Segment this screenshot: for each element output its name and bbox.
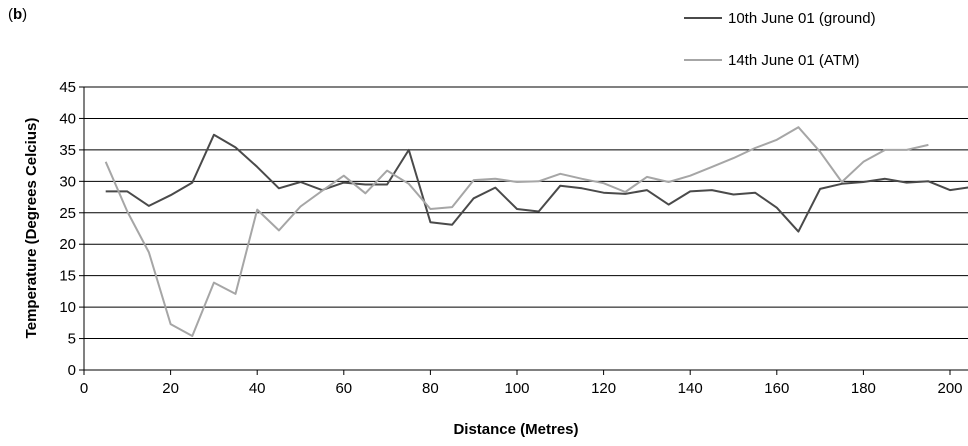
series-lines bbox=[104, 126, 968, 337]
x-tick-label: 140 bbox=[678, 380, 703, 397]
series-line-1 bbox=[105, 133, 968, 233]
y-tick-label: 30 bbox=[59, 173, 76, 190]
y-tick-label: 25 bbox=[59, 205, 76, 222]
axes bbox=[79, 86, 968, 375]
x-tick-label: 100 bbox=[504, 380, 529, 397]
series-line-2 bbox=[104, 126, 929, 337]
x-tick-label: 0 bbox=[80, 380, 88, 397]
y-tick-label: 5 bbox=[68, 331, 76, 348]
x-axis-title: Distance (Metres) bbox=[453, 421, 578, 438]
x-tick-label: 60 bbox=[335, 380, 352, 397]
gridlines bbox=[84, 86, 968, 340]
y-tick-label: 10 bbox=[59, 299, 76, 316]
legend-item-1: 10th June 01 (ground) bbox=[684, 10, 876, 27]
panel-label: (b) bbox=[8, 6, 28, 23]
x-tick-label: 160 bbox=[764, 380, 789, 397]
legend-label: 14th June 01 (ATM) bbox=[728, 52, 859, 69]
x-tick-label: 40 bbox=[249, 380, 266, 397]
legend: 10th June 01 (ground) 14th June 01 (ATM) bbox=[684, 10, 876, 69]
x-tick-label: 80 bbox=[422, 380, 439, 397]
y-tick-label: 40 bbox=[59, 110, 76, 127]
y-tick-label: 15 bbox=[59, 268, 76, 285]
y-tick-label: 20 bbox=[59, 236, 76, 253]
y-tick-label: 35 bbox=[59, 142, 76, 159]
y-tick-label: 0 bbox=[68, 362, 76, 379]
tick-labels: 0 5 10 15 20 25 30 35 40 45 0 20 40 60 80 100 120 140 160 1… bbox=[59, 79, 962, 397]
legend-item-2: 14th June 01 (ATM) bbox=[684, 52, 859, 69]
y-tick-label: 45 bbox=[59, 79, 76, 96]
y-axis-title: Temperature (Degrees Celcius) bbox=[23, 118, 40, 339]
legend-label: 10th June 01 (ground) bbox=[728, 10, 876, 27]
x-tick-label: 20 bbox=[162, 380, 179, 397]
x-tick-label: 120 bbox=[591, 380, 616, 397]
x-tick-label: 180 bbox=[851, 380, 876, 397]
x-tick-label: 200 bbox=[937, 380, 962, 397]
